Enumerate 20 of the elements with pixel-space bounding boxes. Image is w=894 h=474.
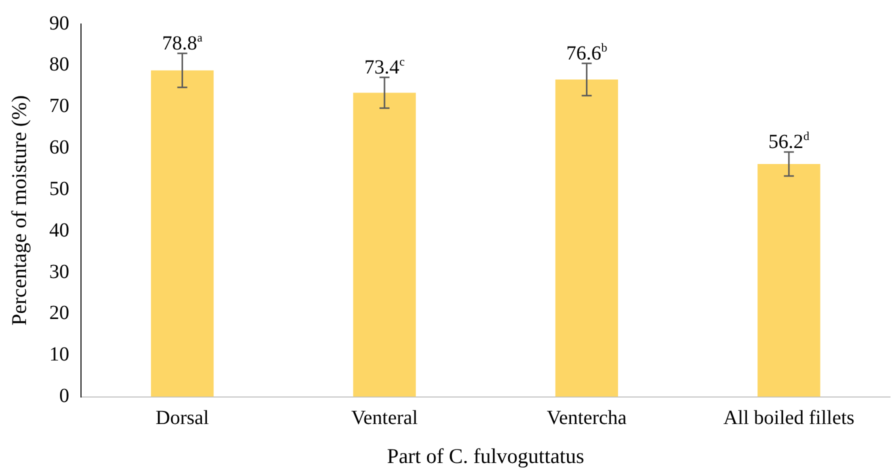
y-tick-label: 40 [49,219,70,242]
y-tick-label: 80 [49,54,70,76]
y-axis-title: Percentage of moisture (%) [7,95,32,326]
y-tick-label: 0 [59,385,70,408]
x-tick-label: Dorsal [156,407,210,430]
y-tick-label: 20 [49,302,70,324]
x-axis-title: Part of C. fulvoguttatus [387,444,584,468]
y-tick-label: 30 [49,260,70,283]
bar [758,164,820,397]
y-tick-label: 50 [49,178,70,200]
y-tick-label: 10 [49,344,70,366]
bar [353,92,416,397]
y-tick-label: 60 [49,136,70,159]
bar [150,70,214,397]
x-tick-label: Venteral [351,407,418,430]
x-tick-label: Ventercha [546,407,627,430]
x-tick-label: All boiled fillets [723,407,855,430]
y-tick-label: 70 [49,95,70,118]
bar [555,80,618,397]
y-tick-label: 90 [49,12,70,34]
